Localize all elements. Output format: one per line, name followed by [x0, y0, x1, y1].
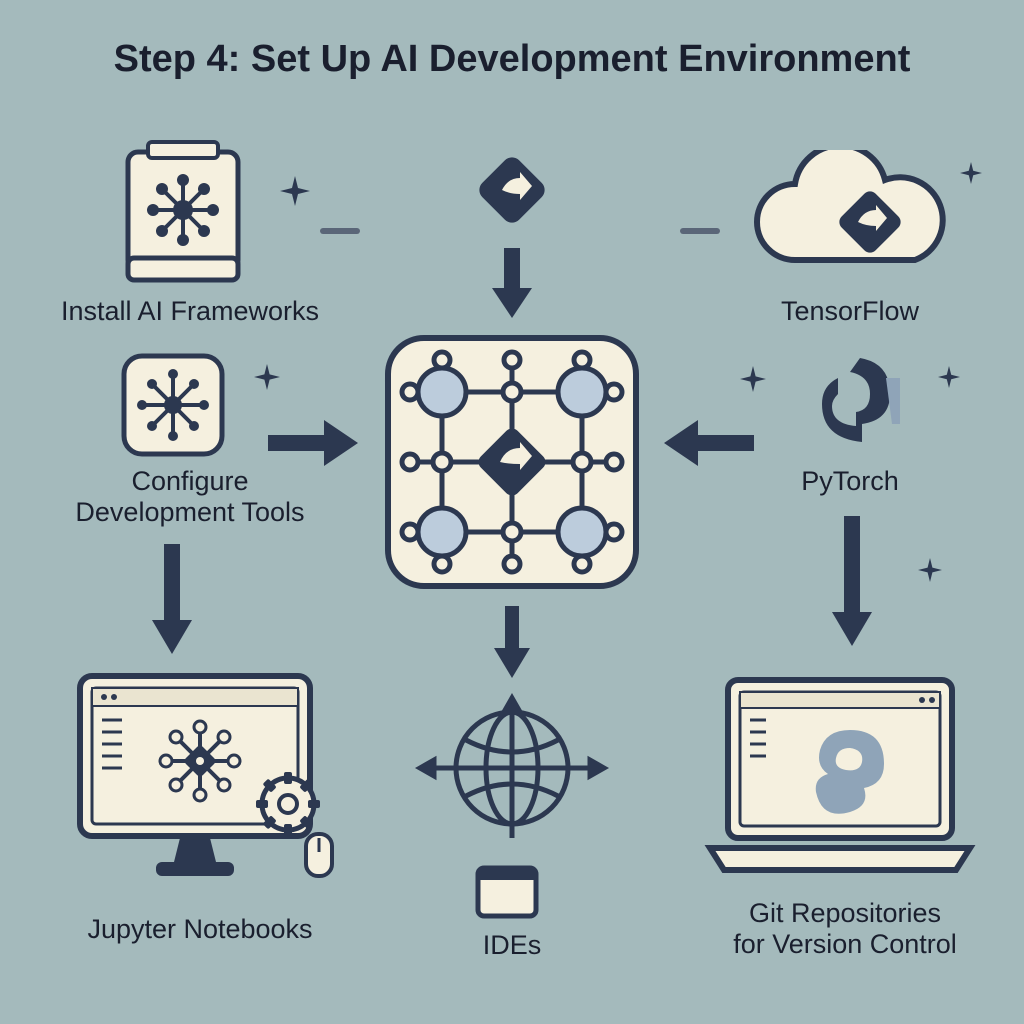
dash-icon: [320, 228, 360, 236]
ides-label: IDEs: [432, 930, 592, 961]
arrow-top-to-hub: [492, 248, 532, 318]
sparkle-icon: [960, 162, 982, 184]
arrow-pytorch-to-git: [832, 516, 872, 646]
ides-globe-icon: [400, 690, 624, 870]
central-hub-icon: [380, 330, 644, 594]
arrow-pytorch-to-hub: [664, 420, 754, 466]
pytorch-icon: [800, 348, 910, 458]
sparkle-icon: [938, 366, 960, 388]
arrow-hub-to-ides: [494, 606, 530, 678]
frameworks-book-icon: [118, 140, 248, 290]
git-laptop-icon: [700, 670, 980, 880]
jupyter-desktop-icon: [70, 666, 340, 896]
arrow-configure-to-jupyter: [152, 544, 192, 654]
sparkle-icon: [740, 366, 766, 392]
sparkle-icon: [254, 364, 280, 390]
sparkle-icon: [280, 176, 310, 206]
page-title: Step 4: Set Up AI Development Environmen…: [0, 38, 1024, 81]
git-label: Git Repositories for Version Control: [700, 898, 990, 960]
arrow-configure-to-hub: [268, 420, 358, 466]
top-diamond-icon: [472, 150, 552, 230]
pytorch-label: PyTorch: [760, 466, 940, 497]
configure-tools-label: Configure Development Tools: [50, 466, 330, 528]
ides-card-icon: [472, 862, 542, 922]
tensorflow-cloud-icon: [740, 150, 960, 290]
tensorflow-label: TensorFlow: [740, 296, 960, 327]
configure-tools-icon: [118, 350, 228, 460]
install-frameworks-label: Install AI Frameworks: [50, 296, 330, 327]
jupyter-label: Jupyter Notebooks: [60, 914, 340, 945]
dash-icon: [680, 228, 720, 236]
sparkle-icon: [918, 558, 942, 582]
